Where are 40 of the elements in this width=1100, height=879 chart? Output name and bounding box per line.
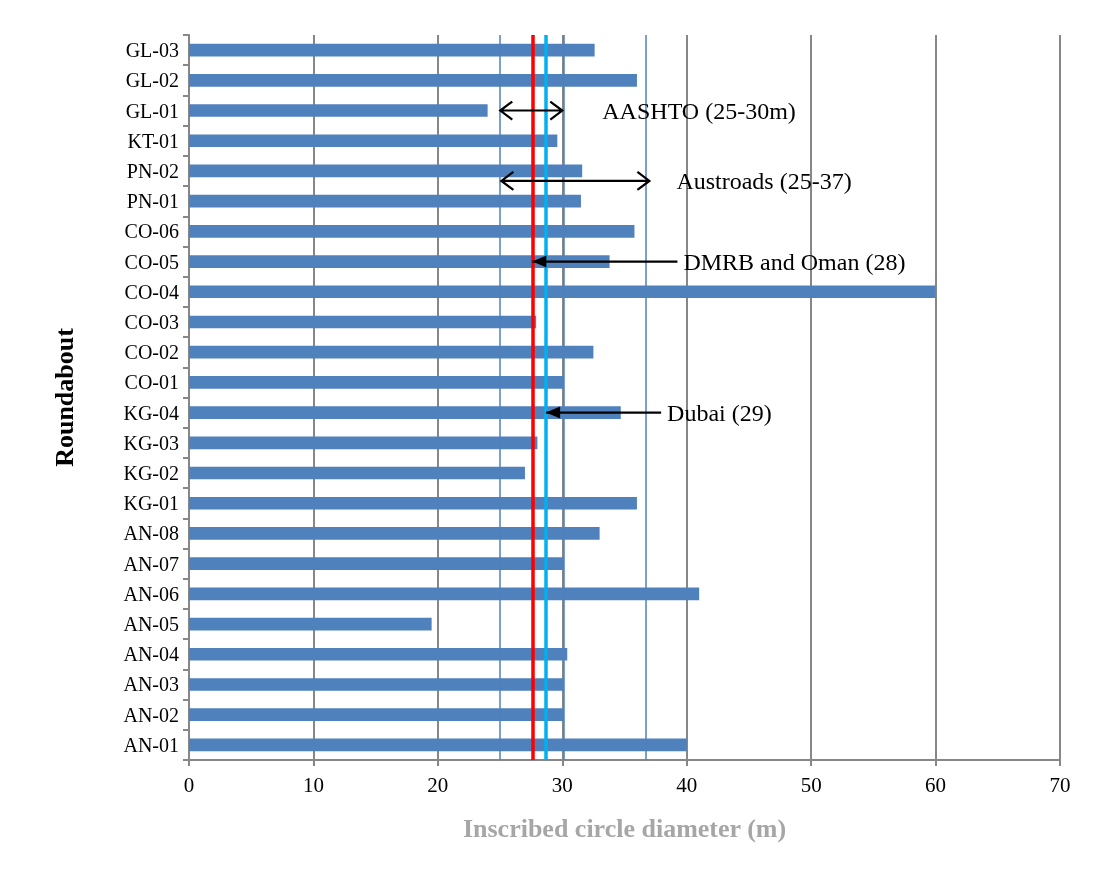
y-tick-label: AN-08 — [123, 522, 179, 545]
annotation: Dubai (29) — [667, 399, 772, 426]
y-tick-label: CO-03 — [124, 310, 179, 333]
y-tick-label: GL-01 — [125, 99, 179, 122]
x-tick-label: 40 — [676, 772, 698, 797]
annotation: AASHTO (25-30m) — [602, 97, 796, 124]
y-tick-label: CO-04 — [124, 280, 179, 303]
x-axis-title: Inscribed circle diameter (m) — [462, 813, 787, 843]
bar — [189, 104, 488, 117]
y-tick-label: AN-07 — [123, 552, 179, 575]
y-tick-label: AN-03 — [123, 673, 179, 696]
y-tick-label: PN-02 — [126, 159, 179, 182]
y-tick-label: KG-02 — [123, 462, 179, 485]
x-tick-label: 30 — [551, 772, 573, 797]
y-tick-label: AN-05 — [123, 613, 179, 636]
y-tick-label: AN-06 — [123, 582, 179, 605]
y-tick-label: AN-04 — [123, 643, 179, 666]
x-tick-label: 0 — [183, 772, 195, 797]
y-tick-label: CO-05 — [124, 250, 179, 273]
x-tick-label: 20 — [427, 772, 449, 797]
x-tick-label: 60 — [925, 772, 947, 797]
y-tick-label: CO-02 — [124, 341, 179, 364]
y-tick-label: GL-03 — [125, 39, 179, 62]
y-axis-title: Roundabout — [49, 327, 79, 467]
annotation: Austroads (25-37) — [676, 167, 852, 194]
y-tick-label: PN-01 — [126, 190, 179, 213]
y-tick-label: CO-01 — [124, 371, 179, 394]
x-tick-label: 70 — [1049, 772, 1071, 797]
y-tick-label: AN-01 — [123, 733, 179, 756]
x-tick-label: 50 — [800, 772, 822, 797]
y-tick-label: CO-06 — [124, 220, 179, 243]
y-tick-label: KG-01 — [123, 492, 179, 515]
y-tick-label: GL-02 — [125, 69, 179, 92]
y-tick-label: KG-04 — [123, 401, 179, 424]
annotation: DMRB and Oman (28) — [683, 248, 906, 275]
x-tick-label: 10 — [302, 772, 324, 797]
y-tick-label: KG-03 — [123, 431, 179, 454]
y-tick-label: KT-01 — [127, 129, 179, 152]
bar — [189, 617, 432, 631]
y-tick-label: AN-02 — [123, 703, 179, 726]
